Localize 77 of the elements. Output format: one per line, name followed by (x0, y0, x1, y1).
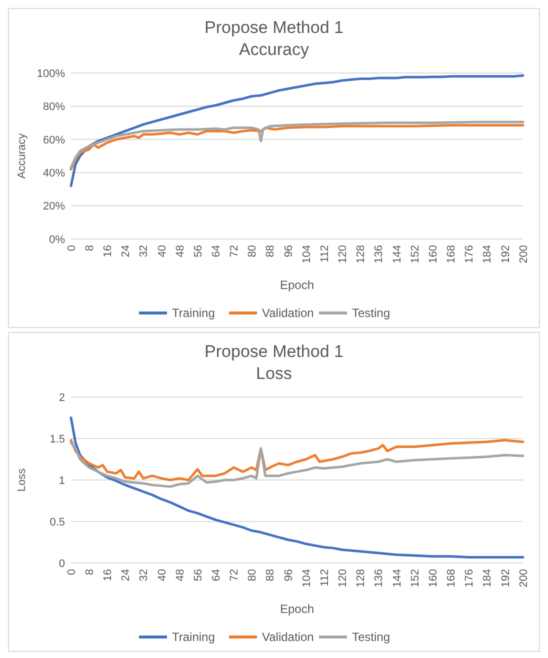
legend-label: Validation (262, 306, 314, 320)
x-tick-label: 0 (66, 245, 78, 252)
legend-label: Testing (352, 306, 390, 320)
x-tick-label: 32 (138, 569, 150, 582)
x-tick-label: 88 (264, 569, 277, 582)
x-tick-label: 40 (156, 569, 168, 582)
x-tick-label: 176 (464, 245, 476, 264)
x-tick-label: 136 (373, 245, 386, 264)
x-tick-label: 104 (300, 569, 313, 588)
x-tick-label: 16 (102, 569, 114, 582)
x-tick-label: 144 (391, 245, 404, 264)
y-axis-title: Accuracy (16, 132, 28, 179)
x-tick-label: 24 (120, 245, 132, 258)
x-tick-label: 200 (518, 245, 530, 264)
x-tick-label: 8 (84, 569, 96, 576)
x-tick-label: 80 (246, 569, 259, 582)
x-tick-label: 56 (192, 569, 204, 582)
x-tick-label: 120 (337, 245, 350, 264)
y-tick-label: 20% (42, 200, 66, 213)
x-tick-label: 168 (446, 569, 458, 588)
x-tick-label: 88 (264, 245, 277, 258)
x-tick-label: 64 (210, 569, 222, 582)
x-tick-label: 136 (373, 569, 386, 588)
x-tick-label: 192 (500, 245, 512, 264)
x-axis-title: Epoch (280, 602, 314, 616)
legend-label: Validation (262, 630, 314, 644)
y-tick-label: 80% (42, 101, 66, 114)
x-tick-label: 152 (409, 245, 422, 264)
x-tick-label: 8 (84, 245, 96, 252)
x-tick-label: 160 (427, 245, 440, 264)
x-tick-label: 200 (518, 569, 530, 588)
x-tick-label: 104 (300, 245, 313, 264)
x-tick-label: 16 (102, 245, 114, 258)
x-tick-label: 0 (66, 569, 78, 576)
x-tick-label: 24 (120, 569, 132, 582)
x-tick-label: 144 (391, 569, 404, 588)
y-tick-label: 60% (42, 134, 66, 146)
legend-label: Training (172, 630, 215, 644)
x-axis-title: Epoch (280, 278, 314, 292)
x-tick-label: 64 (210, 245, 222, 258)
x-tick-label: 56 (192, 245, 204, 258)
x-tick-label: 32 (138, 245, 150, 258)
x-tick-label: 120 (337, 569, 350, 588)
x-tick-label: 192 (500, 569, 512, 588)
x-tick-label: 112 (318, 245, 331, 263)
x-tick-label: 48 (174, 569, 186, 582)
y-tick-label: 1 (58, 474, 65, 487)
x-tick-label: 128 (355, 569, 368, 588)
y-tick-label: 40% (42, 167, 66, 180)
line-series (70, 441, 524, 488)
y-axis-title: Loss (16, 468, 28, 492)
x-tick-label: 96 (282, 569, 295, 582)
x-tick-label: 48 (174, 245, 186, 258)
line-series (70, 74, 524, 188)
y-tick-label: 1.5 (50, 433, 65, 446)
x-tick-label: 184 (482, 245, 494, 264)
x-tick-label: 184 (482, 569, 494, 588)
legend-label: Testing (352, 630, 390, 644)
x-tick-label: 80 (246, 245, 259, 258)
y-tick-label: 100% (36, 68, 66, 80)
x-tick-label: 96 (282, 245, 295, 258)
line-series (70, 416, 524, 558)
x-tick-label: 128 (355, 245, 368, 264)
x-tick-label: 40 (156, 245, 168, 258)
y-tick-label: 0% (49, 234, 66, 246)
chart-title: Propose Method 1 Loss (204, 342, 344, 383)
x-tick-label: 168 (446, 245, 458, 264)
y-tick-label: 2 (58, 392, 65, 404)
x-tick-label: 152 (409, 569, 422, 588)
x-tick-label: 72 (228, 569, 241, 582)
x-tick-label: 112 (318, 569, 331, 587)
x-tick-label: 160 (427, 569, 440, 588)
x-tick-label: 72 (228, 245, 241, 258)
chart-title: Propose Method 1 Accuracy (204, 18, 344, 59)
x-tick-label: 176 (464, 569, 476, 588)
legend-label: Training (172, 306, 215, 320)
y-tick-label: 0.5 (50, 516, 65, 528)
